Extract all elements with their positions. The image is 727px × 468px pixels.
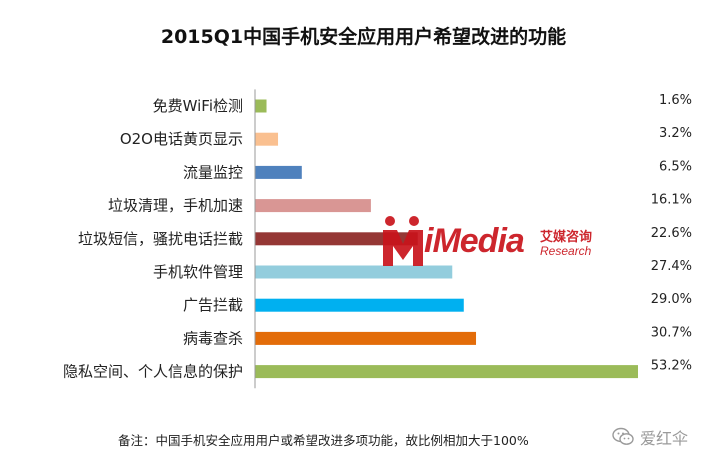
category-label-5: 手机软件管理: [153, 263, 243, 281]
category-label-1: O2O电话黄页显示: [120, 130, 243, 148]
chart-title: 2015Q1中国手机安全应用用户希望改进的功能: [160, 26, 567, 48]
bar-7: [255, 331, 477, 345]
bar-1: [255, 132, 279, 146]
wechat-account-watermark: 爱红伞: [612, 424, 722, 450]
category-label-0: 免费WiFi检测: [153, 97, 243, 115]
imedia-chinese-name: 艾媒咨询: [540, 230, 593, 245]
category-label-3: 垃圾清理，手机加速: [108, 197, 243, 215]
value-label-8: 53.2%: [651, 359, 692, 374]
value-label-1: 3.2%: [659, 126, 692, 141]
category-label-2: 流量监控: [183, 163, 243, 181]
category-label-4: 垃圾短信，骚扰电话拦截: [78, 230, 243, 248]
value-label-2: 6.5%: [659, 159, 692, 174]
value-label-0: 1.6%: [659, 93, 692, 108]
bar-3: [255, 199, 371, 213]
value-label-5: 27.4%: [651, 259, 692, 274]
footnote: 备注：中国手机安全应用用户或希望改进多项功能，故比例相加大于100%: [118, 433, 529, 448]
bar-0: [255, 99, 267, 113]
imedia-research-label: Research: [540, 244, 592, 258]
wechat-account-name: 爱红伞: [640, 429, 689, 448]
imedia-wordmark: iMedia: [424, 222, 525, 260]
value-label-3: 16.1%: [651, 193, 692, 208]
imedia-logo-icon: [383, 216, 423, 266]
wechat-icon: [612, 427, 634, 445]
bar-8: [255, 365, 638, 379]
bar-5: [255, 265, 453, 279]
imedia-watermark-logo: iMedia 艾媒咨询 Research: [378, 212, 608, 268]
bar-2: [255, 165, 302, 179]
bar-6: [255, 298, 464, 312]
category-label-7: 病毒查杀: [183, 329, 243, 347]
category-label-8: 隐私空间、个人信息的保护: [63, 363, 243, 381]
category-label-6: 广告拦截: [183, 296, 243, 314]
value-label-4: 22.6%: [651, 226, 692, 241]
bar-4: [255, 232, 418, 246]
value-label-7: 30.7%: [651, 325, 692, 340]
value-label-6: 29.0%: [651, 292, 692, 307]
